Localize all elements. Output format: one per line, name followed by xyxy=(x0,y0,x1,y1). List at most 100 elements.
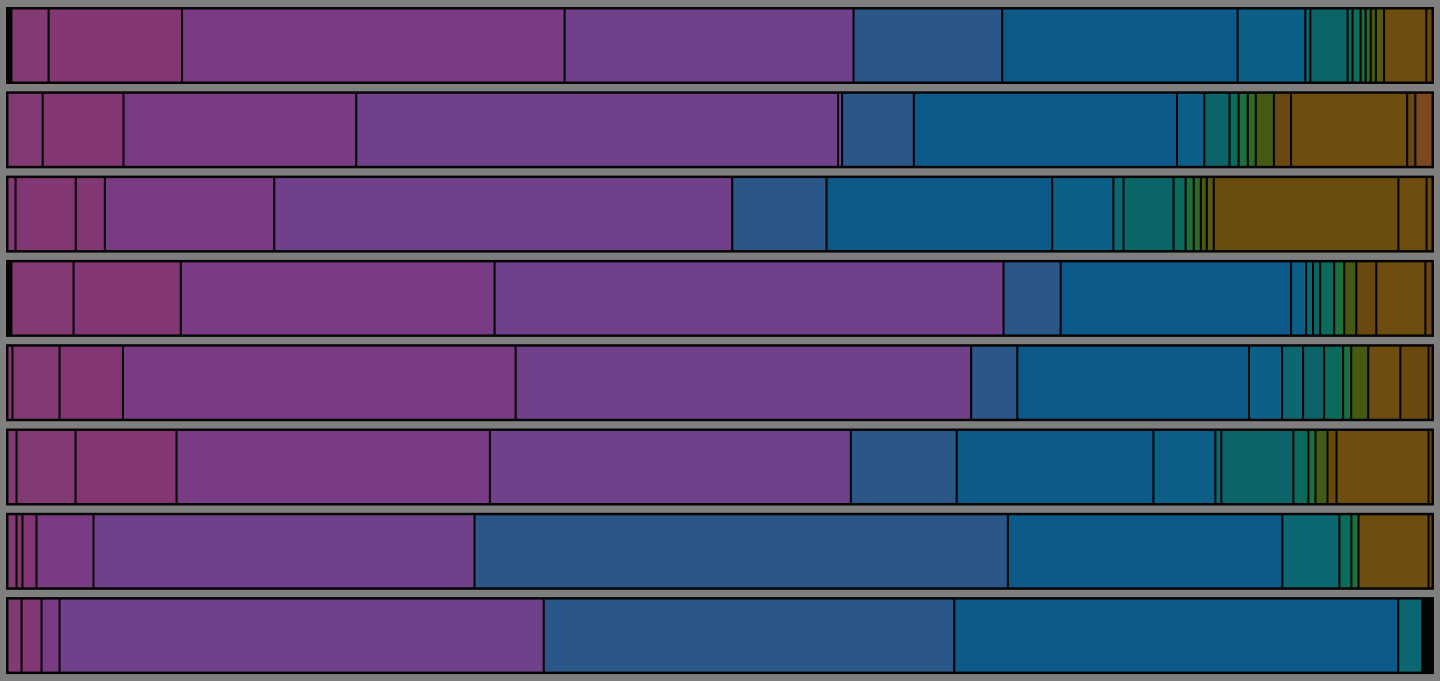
bar-segment xyxy=(1323,344,1345,421)
bar-segment xyxy=(1343,260,1358,337)
bar-segment xyxy=(1397,597,1424,674)
bar-segment xyxy=(1302,344,1326,421)
bar-segment xyxy=(355,91,840,168)
bar-segment xyxy=(1152,429,1217,505)
bar-segment xyxy=(47,7,184,84)
bar-segment xyxy=(1355,260,1378,337)
bar-segment xyxy=(1281,344,1305,421)
bar-segment xyxy=(1314,429,1329,505)
bar-segment xyxy=(1192,176,1202,253)
bar-segment xyxy=(970,344,1019,421)
bar-segment xyxy=(1427,344,1434,421)
bar-segment xyxy=(1399,344,1430,421)
bar-segment xyxy=(1184,176,1195,253)
bar-segment xyxy=(852,7,1004,84)
bar-segment xyxy=(1367,344,1402,421)
bar-segment xyxy=(1281,513,1341,590)
bar-segment xyxy=(1176,91,1206,168)
bar-segment xyxy=(1335,429,1430,505)
bar-segment xyxy=(1002,260,1062,337)
bar-segment xyxy=(72,260,182,337)
bar-segment xyxy=(1205,176,1215,253)
bar-segment xyxy=(1228,91,1240,168)
bar-segment xyxy=(1212,176,1400,253)
bar-segment xyxy=(1342,344,1353,421)
bar-segment xyxy=(953,597,1400,674)
bar-segment xyxy=(179,260,496,337)
bar-segment xyxy=(912,91,1179,168)
bar-segment xyxy=(6,91,44,168)
bar-segment xyxy=(21,513,38,590)
bar-segment xyxy=(1172,176,1187,253)
bar-segment xyxy=(1016,344,1250,421)
bar-segment xyxy=(542,597,956,674)
bar-segment xyxy=(1236,7,1307,84)
bar-segment xyxy=(273,176,734,253)
bar-segment xyxy=(1290,91,1409,168)
bar-segment xyxy=(92,513,476,590)
bar-segment xyxy=(1254,91,1275,168)
bar-segment xyxy=(1312,260,1322,337)
bar-segment xyxy=(11,344,61,421)
bar-segment xyxy=(1425,7,1434,84)
bar-segment xyxy=(1272,91,1293,168)
bar-segment xyxy=(488,429,852,505)
bar-segment xyxy=(1424,260,1434,337)
bar-segment xyxy=(1383,7,1428,84)
bar-segment xyxy=(6,513,18,590)
bar-segment xyxy=(58,344,124,421)
bar-segment xyxy=(955,429,1155,505)
bar-segment xyxy=(175,429,491,505)
bar-row-2 xyxy=(6,91,1434,169)
bar-segment xyxy=(1237,91,1249,168)
bar-row-7 xyxy=(6,512,1434,590)
bar-segment xyxy=(849,429,958,505)
bar-segment xyxy=(1427,429,1434,505)
bar-row-4 xyxy=(6,259,1434,337)
bar-row-1 xyxy=(6,7,1434,84)
bar-segment xyxy=(41,91,125,168)
bar-segment xyxy=(1374,7,1386,84)
bar-segment xyxy=(825,176,1054,253)
bar-segment xyxy=(121,344,517,421)
bar-segment xyxy=(1246,91,1257,168)
bar-segment xyxy=(514,344,973,421)
bar-segment xyxy=(1290,260,1308,337)
bar-row-5 xyxy=(6,344,1434,422)
bar-segment xyxy=(1338,513,1353,590)
bar-segment xyxy=(20,597,43,674)
bar-segment xyxy=(58,597,545,674)
bar-segment xyxy=(1333,260,1346,337)
bar-segment xyxy=(35,513,95,590)
bar-segment xyxy=(1248,344,1284,421)
bar-segment xyxy=(1001,7,1239,84)
bar-segment xyxy=(122,91,358,168)
bar-segment xyxy=(1112,176,1125,253)
bar-segment xyxy=(103,176,276,253)
bar-segment xyxy=(1350,344,1370,421)
bar-row-6 xyxy=(6,428,1434,506)
bar-segment xyxy=(14,176,77,253)
bar-segment xyxy=(1309,7,1349,84)
bar-segment xyxy=(40,597,61,674)
bar-row-8 xyxy=(6,597,1434,675)
bar-segment xyxy=(563,7,855,84)
bar-segment xyxy=(1350,513,1360,590)
bar-segment xyxy=(6,429,18,505)
bar-segment xyxy=(1427,513,1434,590)
bar-segment xyxy=(10,7,50,84)
bar-segment xyxy=(1326,429,1338,505)
bar-segment xyxy=(15,429,77,505)
bar-segment xyxy=(6,176,17,253)
bar-segment xyxy=(1319,260,1336,337)
bar-segment xyxy=(493,260,1005,337)
bar-segment xyxy=(1305,260,1315,337)
bar-segment xyxy=(1307,429,1317,505)
bar-row-3 xyxy=(6,175,1434,253)
bar-segment xyxy=(1006,513,1284,590)
bar-segment xyxy=(1406,91,1417,168)
bar-segment xyxy=(181,7,566,84)
bar-segment xyxy=(473,513,1009,590)
